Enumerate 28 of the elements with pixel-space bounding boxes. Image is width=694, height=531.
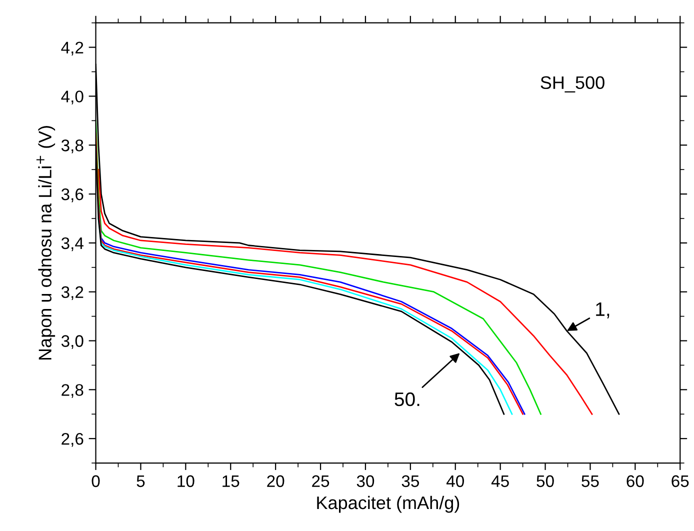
x-tick-label: 20 [267, 475, 284, 488]
y-tick-label: 3,8 [61, 140, 84, 154]
y-tick-label: 2,6 [62, 432, 84, 447]
x-tick-label: 60 [626, 475, 644, 488]
x-tick-label: 50 [536, 475, 554, 488]
annotation: 50. [394, 392, 420, 406]
x-tick-label: 5 [136, 475, 145, 488]
x-tick-label: 45 [491, 475, 509, 488]
y-tick-label: 2,8 [62, 384, 84, 398]
y-tick-label: 3,0 [61, 335, 84, 349]
x-tick-label: 35 [402, 475, 419, 488]
y-tick-label: 4,0 [61, 90, 84, 104]
x-tick-label: 15 [222, 475, 240, 488]
x-tick-label: 40 [446, 475, 464, 488]
annotation: 1, [596, 302, 610, 318]
annotation: SH_500 [540, 76, 604, 92]
x-tick-label: 10 [178, 475, 194, 488]
y-tick-label: 4,2 [61, 42, 84, 56]
x-tick-label: 65 [672, 475, 689, 488]
x-tick-label: 25 [312, 475, 330, 488]
x-tick-label: 55 [582, 475, 599, 488]
y-tick-label: 3,4 [61, 237, 84, 252]
x-tick-label: 30 [356, 475, 374, 488]
x-axis-title: Kapacitet (mAh/g) [317, 496, 460, 513]
y-tick-label: 3,2 [61, 286, 84, 300]
y-tick-label: 3,6 [61, 188, 84, 202]
x-tick-label: 0 [92, 475, 100, 488]
y-axis-title: Napon u odnosu na Li/Li$^{+}$ (V) [36, 126, 56, 360]
